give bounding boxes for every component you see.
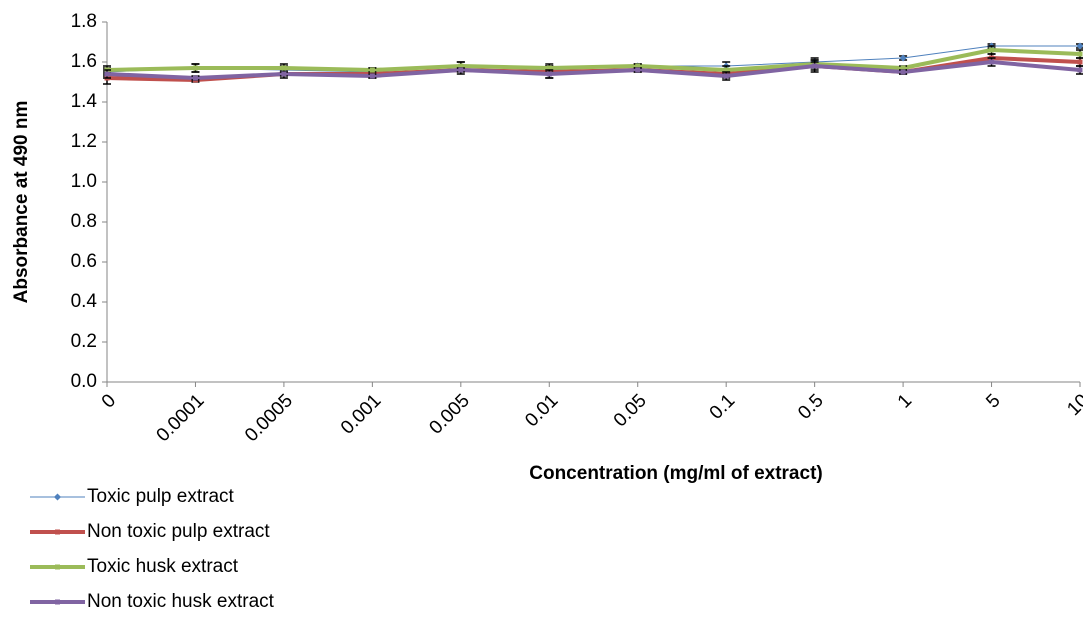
- y-tick-label: 1.8: [71, 11, 97, 32]
- point-marker: [281, 71, 287, 77]
- point-marker: [635, 67, 641, 73]
- y-tick-label: 1.2: [71, 131, 97, 152]
- point-marker: [546, 65, 552, 71]
- x-tick-label: 0.01: [521, 390, 562, 431]
- x-tick-label: 0.001: [337, 390, 385, 438]
- x-tick-label: 5: [982, 390, 1004, 412]
- point-marker: [192, 65, 198, 71]
- legend-marker: [55, 599, 60, 605]
- y-tick-label: 1.4: [71, 91, 98, 112]
- y-tick-label: 0.8: [71, 211, 97, 232]
- point-marker: [723, 73, 729, 79]
- x-tick-label: 0.5: [794, 390, 828, 424]
- point-marker: [812, 63, 818, 69]
- point-marker: [369, 73, 375, 79]
- y-tick-label: 0.6: [71, 251, 97, 272]
- point-marker: [458, 67, 464, 73]
- legend-label: Toxic husk extract: [87, 556, 239, 577]
- x-axis-title: Concentration (mg/ml of extract): [529, 463, 822, 484]
- x-tick-label: 10: [1063, 390, 1083, 420]
- legend-label: Toxic pulp extract: [87, 486, 235, 507]
- y-tick-label: 0.4: [71, 291, 98, 312]
- y-tick-label: 0.2: [71, 331, 97, 352]
- x-tick-label: 0.0005: [241, 390, 297, 446]
- x-tick-label: 0: [98, 390, 120, 412]
- point-marker: [900, 69, 906, 75]
- y-tick-label: 0.0: [71, 371, 97, 392]
- legend-label: Non toxic husk extract: [87, 591, 275, 612]
- point-marker: [989, 59, 995, 65]
- x-tick-label: 1: [894, 390, 916, 412]
- point-marker: [900, 65, 906, 71]
- legend-marker: [55, 564, 60, 570]
- point-marker: [281, 65, 287, 71]
- series-line: [106, 48, 1081, 72]
- point-marker: [546, 71, 552, 77]
- x-tick-label: 0.05: [610, 390, 651, 431]
- x-tick-label: 0.005: [425, 390, 473, 438]
- series-line: [106, 60, 1081, 80]
- point-marker: [1077, 59, 1083, 65]
- point-marker: [192, 75, 198, 81]
- point-marker: [635, 63, 641, 69]
- point-marker: [458, 63, 464, 69]
- point-marker: [899, 54, 907, 62]
- legend-marker: [55, 529, 60, 535]
- point-marker: [1077, 51, 1083, 57]
- point-marker: [1077, 67, 1083, 73]
- legend-marker: [53, 493, 62, 501]
- x-tick-label: 0.1: [706, 390, 740, 424]
- y-tick-label: 1.0: [71, 171, 97, 192]
- legend-label: Non toxic pulp extract: [87, 521, 270, 542]
- point-marker: [369, 67, 375, 73]
- y-tick-label: 1.6: [71, 51, 97, 72]
- point-marker: [104, 71, 110, 77]
- y-axis-title: Absorbance at 490 nm: [11, 101, 32, 304]
- point-marker: [989, 47, 995, 53]
- point-marker: [723, 67, 729, 73]
- x-tick-label: 0.0001: [153, 390, 209, 446]
